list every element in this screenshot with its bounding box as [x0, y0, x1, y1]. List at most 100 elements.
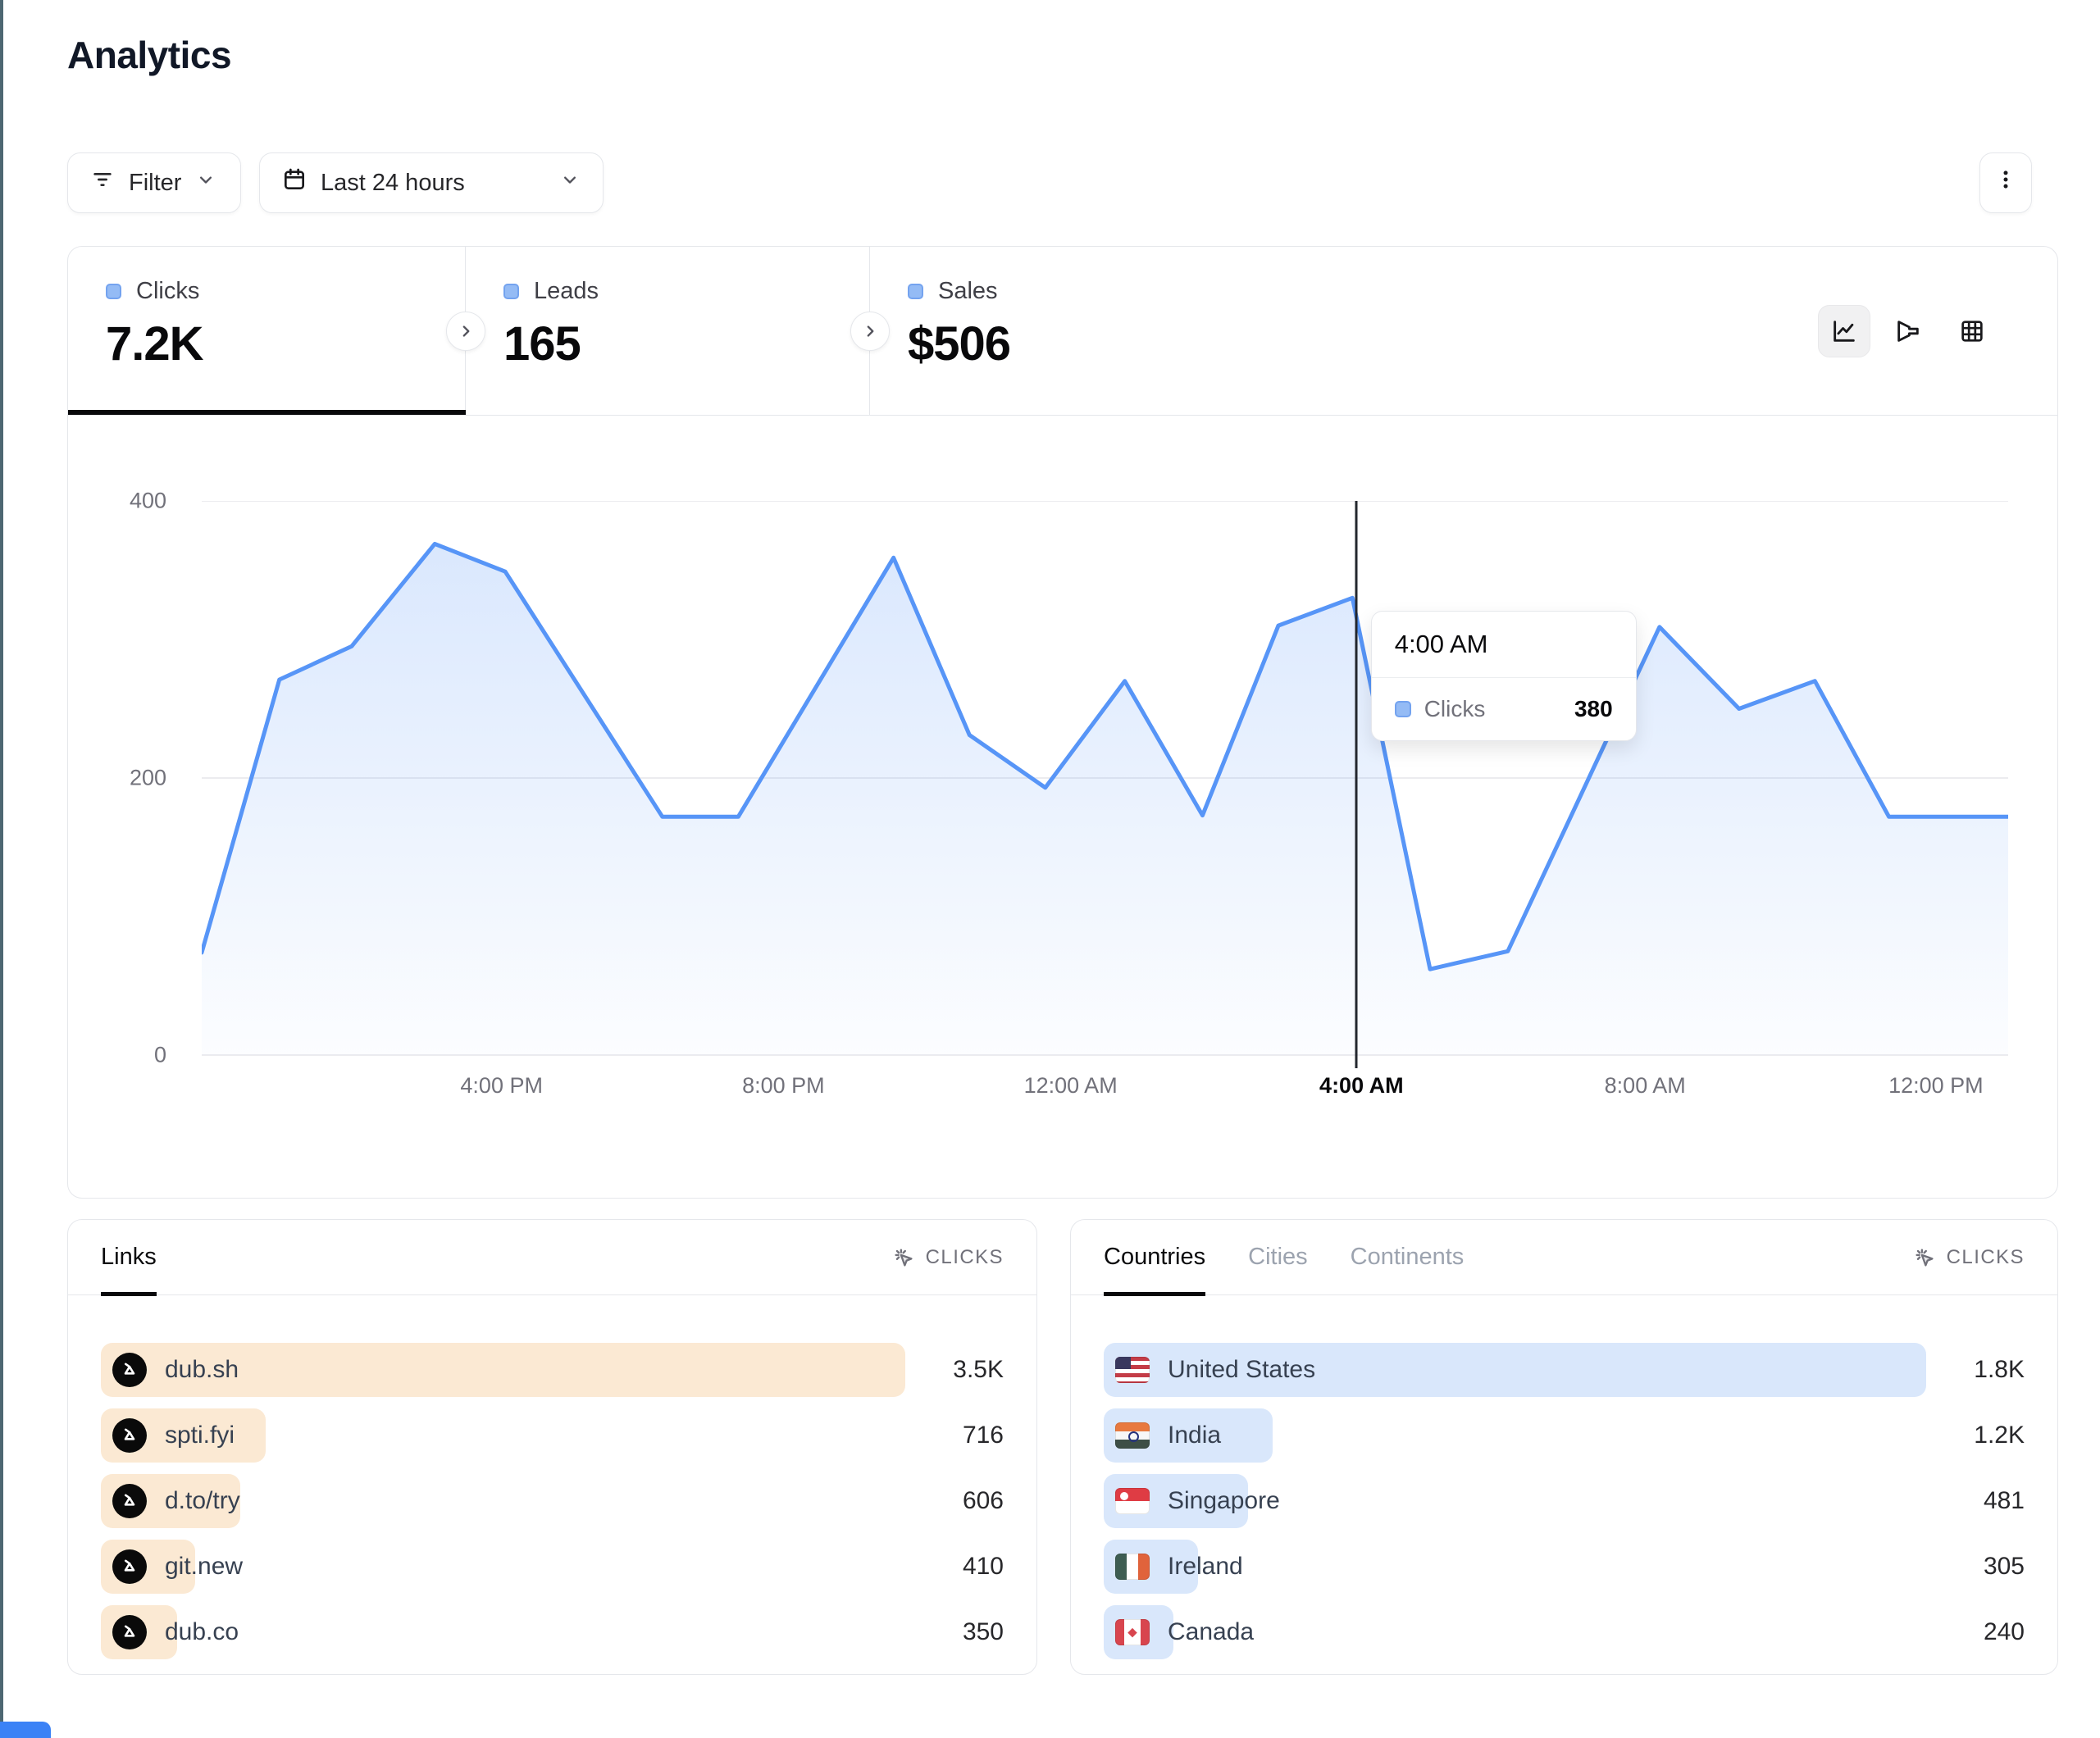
view-toggle-line-chart[interactable] — [1818, 305, 1870, 357]
row-value: 481 — [1983, 1487, 2025, 1514]
y-axis-tick-400: 400 — [129, 488, 166, 513]
sales-legend-square-icon — [908, 284, 923, 299]
bar-track: git.new — [101, 1540, 905, 1594]
view-toggle-funnel[interactable] — [1882, 305, 1934, 357]
chevron-down-icon — [558, 168, 581, 198]
chart-x-axis: 4:00 PM 8:00 PM 12:00 AM 4:00 AM 8:00 AM 12:0… — [202, 1073, 2008, 1109]
row-value: 716 — [962, 1422, 1004, 1449]
tab-sales[interactable]: Sales $506 — [870, 247, 1223, 416]
row-value: 305 — [1983, 1553, 2025, 1580]
bar-fill — [1104, 1343, 1926, 1397]
active-tab-underline — [68, 410, 466, 415]
tooltip-series-label: Clicks — [1424, 696, 1486, 721]
bar-track: dub.co — [101, 1605, 905, 1659]
ca-flag-icon — [1115, 1619, 1150, 1645]
bar-track: Canada — [1104, 1605, 1926, 1659]
cursor-click-icon — [895, 1248, 913, 1267]
row-label: Ireland — [1168, 1553, 1243, 1580]
links-metric-label: CLICKS — [925, 1245, 1004, 1268]
us-flag-icon — [1115, 1357, 1150, 1383]
country-row-India[interactable]: India 1.2K — [1104, 1408, 2025, 1463]
row-label: United States — [1168, 1356, 1316, 1383]
tab-links[interactable]: Links — [101, 1220, 157, 1296]
leads-legend-square-icon — [503, 284, 519, 299]
bar-track: d.to/try — [101, 1474, 905, 1528]
dub-logo-icon — [112, 1615, 147, 1649]
x-axis-tick: 4:00 PM — [460, 1073, 543, 1098]
row-label: India — [1168, 1422, 1222, 1449]
x-axis-tick: 8:00 PM — [742, 1073, 825, 1098]
link-row-spti.fyi[interactable]: spti.fyi 716 — [101, 1408, 1004, 1463]
x-axis-tick: 4:00 AM — [1319, 1073, 1404, 1098]
country-row-Singapore[interactable]: Singapore 481 — [1104, 1474, 2025, 1528]
link-row-dub.co[interactable]: dub.co 350 — [101, 1605, 1004, 1659]
row-value: 606 — [962, 1487, 1004, 1514]
bar-track: India — [1104, 1408, 1926, 1463]
row-value: 1.8K — [1974, 1356, 2025, 1383]
stat-label: Clicks — [136, 278, 200, 304]
row-label: Canada — [1168, 1618, 1255, 1645]
clicks-area-fill — [202, 544, 2008, 1055]
bar-track: dub.sh — [101, 1343, 905, 1397]
ie-flag-icon — [1115, 1554, 1150, 1580]
stat-label: Sales — [938, 278, 998, 304]
date-range-button[interactable]: Last 24 hours — [259, 152, 604, 213]
row-label: git.new — [165, 1553, 244, 1580]
chart-tooltip: 4:00 AM Clicks 380 — [1370, 611, 1637, 741]
expand-leads-chevron-button[interactable] — [850, 312, 890, 351]
bar-track: Singapore — [1104, 1474, 1926, 1528]
bar-fill — [101, 1343, 905, 1397]
chevron-right-icon — [462, 325, 470, 337]
tab-cities[interactable]: Cities — [1248, 1244, 1308, 1270]
calendar-icon — [281, 166, 307, 199]
help-widget-stub[interactable] — [0, 1722, 51, 1738]
y-axis-tick-200: 200 — [129, 765, 166, 790]
countries-list: United States 1.8K India 1.2K Singapore 481 Ir… — [1104, 1343, 2025, 1671]
row-value: 1.2K — [1974, 1422, 2025, 1449]
countries-panel: Countries Cities Continents CLICKS United … — [1070, 1219, 2058, 1675]
countries-metric-label: CLICKS — [1946, 1245, 2025, 1268]
link-row-d.to/try[interactable]: d.to/try 606 — [101, 1474, 1004, 1528]
line-chart-icon — [1834, 321, 1855, 342]
bar-track: spti.fyi — [101, 1408, 905, 1463]
tab-continents[interactable]: Continents — [1350, 1244, 1465, 1270]
analytics-chart-card: Clicks 7.2K Leads 165 Sales $506 — [67, 246, 2058, 1199]
dub-logo-icon — [112, 1549, 147, 1584]
filter-icon — [89, 166, 116, 199]
links-list: dub.sh 3.5K spti.fyi 716 d.to/try 606 git.new 4… — [101, 1343, 1004, 1671]
clicks-area-chart[interactable]: 4:00 AM Clicks 380 — [202, 501, 2008, 1068]
chart-crosshair-line — [1355, 501, 1358, 1068]
dub-logo-icon — [112, 1353, 147, 1387]
expand-clicks-chevron-button[interactable] — [446, 312, 485, 351]
country-row-United States[interactable]: United States 1.8K — [1104, 1343, 2025, 1397]
funnel-icon — [1897, 321, 1919, 342]
tab-countries[interactable]: Countries — [1104, 1220, 1206, 1296]
stat-value: 7.2K — [106, 317, 204, 371]
row-value: 240 — [1983, 1618, 2025, 1645]
country-row-Ireland[interactable]: Ireland 305 — [1104, 1540, 2025, 1594]
link-row-git.new[interactable]: git.new 410 — [101, 1540, 1004, 1594]
stats-header: Clicks 7.2K Leads 165 Sales $506 — [68, 247, 2057, 416]
filter-button[interactable]: Filter — [67, 152, 241, 213]
x-axis-tick: 8:00 AM — [1604, 1073, 1686, 1098]
more-options-button[interactable] — [1979, 152, 2032, 213]
chart-plot-svg — [202, 501, 2008, 1056]
stat-value: $506 — [908, 317, 1011, 371]
row-value: 3.5K — [953, 1356, 1004, 1383]
tooltip-time: 4:00 AM — [1371, 612, 1636, 678]
row-label: Singapore — [1168, 1487, 1280, 1514]
filter-button-label: Filter — [129, 169, 182, 196]
tab-leads[interactable]: Leads 165 — [466, 247, 870, 416]
view-toggle-table[interactable] — [1946, 305, 1998, 357]
row-value: 350 — [962, 1618, 1004, 1645]
countries-metric-selector[interactable]: CLICKS — [1912, 1245, 2025, 1270]
cursor-click-icon — [1916, 1248, 1934, 1267]
link-row-dub.sh[interactable]: dub.sh 3.5K — [101, 1343, 1004, 1397]
tab-clicks[interactable]: Clicks 7.2K — [68, 247, 466, 416]
date-range-label: Last 24 hours — [321, 169, 465, 196]
links-metric-selector[interactable]: CLICKS — [891, 1245, 1004, 1270]
chevron-down-icon — [194, 168, 217, 198]
country-row-Canada[interactable]: Canada 240 — [1104, 1605, 2025, 1659]
in-flag-icon — [1115, 1422, 1150, 1449]
page-title: Analytics — [67, 34, 232, 76]
